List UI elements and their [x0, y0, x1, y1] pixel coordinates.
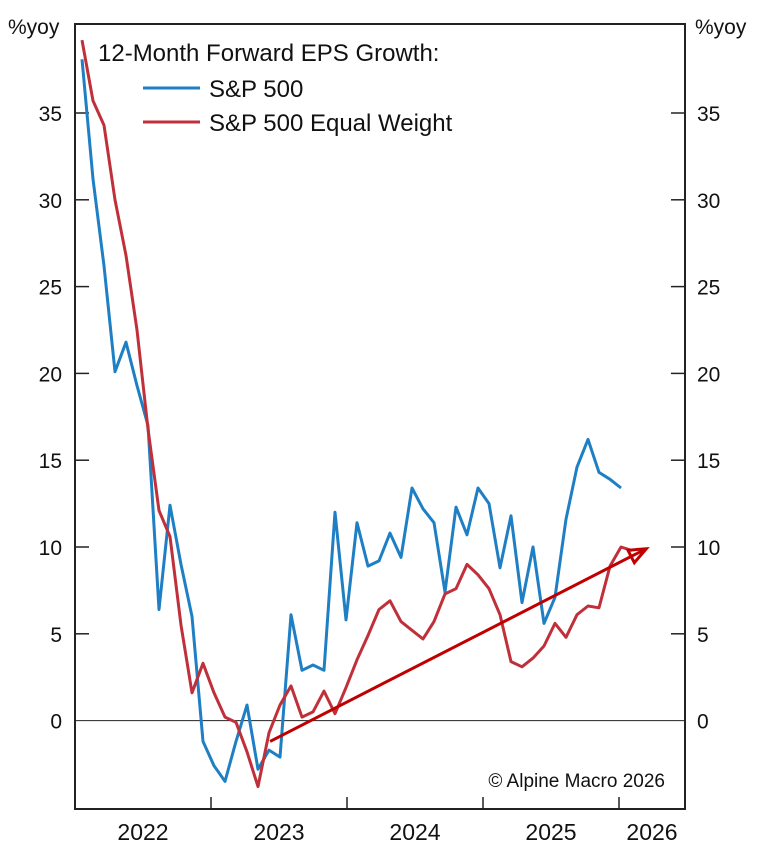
y-tick-label-left: 0	[50, 711, 62, 734]
x-tick-label: 2022	[117, 819, 168, 845]
y-tick-label-left: 35	[39, 103, 62, 126]
x-tick-label: 2023	[253, 819, 304, 845]
y-tick-label-left: 25	[39, 277, 62, 300]
trend-arrow-line	[269, 548, 645, 743]
y-tick-label-left: 5	[50, 624, 62, 647]
y-tick-label-right: 0	[697, 711, 709, 734]
y-axis-right-unit: %yoy	[695, 16, 747, 39]
y-tick-label-left: 15	[39, 450, 62, 473]
y-tick-label-right: 10	[697, 537, 720, 560]
y-tick-label-right: 25	[697, 277, 720, 300]
y-tick-label-right: 5	[697, 624, 709, 647]
y-tick-label-right: 15	[697, 450, 720, 473]
x-tick-label: 2024	[389, 819, 440, 845]
series-line-sp500	[80, 59, 622, 783]
y-tick-label-left: 10	[39, 537, 62, 560]
y-axis-left-unit: %yoy	[8, 16, 60, 39]
y-tick-label-left: 20	[39, 363, 62, 386]
x-tick-label: 2026	[626, 819, 677, 845]
legend-label-sp500: S&P 500	[209, 76, 303, 103]
trend-arrow-head	[625, 546, 650, 566]
y-tick-label-right: 20	[697, 363, 720, 386]
plot-frame	[74, 23, 686, 810]
series-line-equal-weight	[80, 39, 633, 789]
y-tick-label-right: 35	[697, 103, 720, 126]
x-tick-label: 2025	[525, 819, 576, 845]
legend-title: 12-Month Forward EPS Growth:	[98, 40, 439, 67]
legend-label-equal-weight: S&P 500 Equal Weight	[209, 110, 453, 137]
y-tick-label-left: 30	[39, 190, 62, 213]
y-tick-label-right: 30	[697, 190, 720, 213]
copyright-annotation: © Alpine Macro 2026	[488, 771, 665, 792]
